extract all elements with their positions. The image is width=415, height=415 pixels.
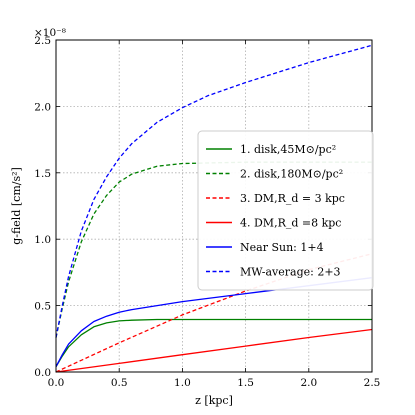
x-tick-label: 2.5 — [364, 377, 381, 389]
legend-label: 2. disk,180M⊙/pc² — [240, 168, 343, 181]
series-line-3 — [55, 253, 373, 373]
legend-label: 3. DM,R_d = 3 kpc — [240, 192, 345, 205]
x-tick-label: 1.5 — [237, 377, 254, 389]
legend-label: Near Sun: 1+4 — [240, 241, 324, 254]
x-tick-label: 2.0 — [300, 377, 317, 389]
y-tick-label: 1.5 — [34, 168, 51, 180]
legend-label: MW-average: 2+3 — [240, 266, 341, 279]
x-tick-label: 0.5 — [111, 377, 128, 389]
legend-label: 4. DM,R_d =8 kpc — [240, 217, 341, 230]
y-tick-label: 0.0 — [34, 367, 51, 379]
y-tick-label: 2.5 — [34, 35, 51, 47]
y-tick-label: 0.5 — [34, 301, 51, 313]
y-multiplier: ×10⁻⁸ — [34, 27, 66, 39]
legend-label: 1. disk,45M⊙/pc² — [240, 143, 336, 156]
y-axis-label: g-field [cm/s²] — [10, 167, 23, 245]
x-axis-label: z [kpc] — [195, 394, 233, 407]
legend: 1. disk,45M⊙/pc² 2. disk,180M⊙/pc² 3. DM,R… — [197, 130, 374, 291]
y-tick-label: 2.0 — [34, 101, 51, 113]
series-line-1 — [55, 318, 372, 368]
ticks: 0.0 0.5 1.0 1.5 2.0 2.5 0.0 0.5 1.0 1.5 2.0 2.5 — [34, 35, 380, 389]
x-tick-label: 0.0 — [48, 377, 65, 389]
x-tick-label: 1.0 — [174, 377, 191, 389]
series-line-6 — [55, 44, 373, 338]
series-line-4 — [55, 328, 373, 373]
series-line-5 — [55, 277, 373, 368]
legend-box — [197, 130, 374, 291]
series-layer — [55, 44, 373, 373]
y-tick-label: 1.0 — [34, 234, 51, 246]
